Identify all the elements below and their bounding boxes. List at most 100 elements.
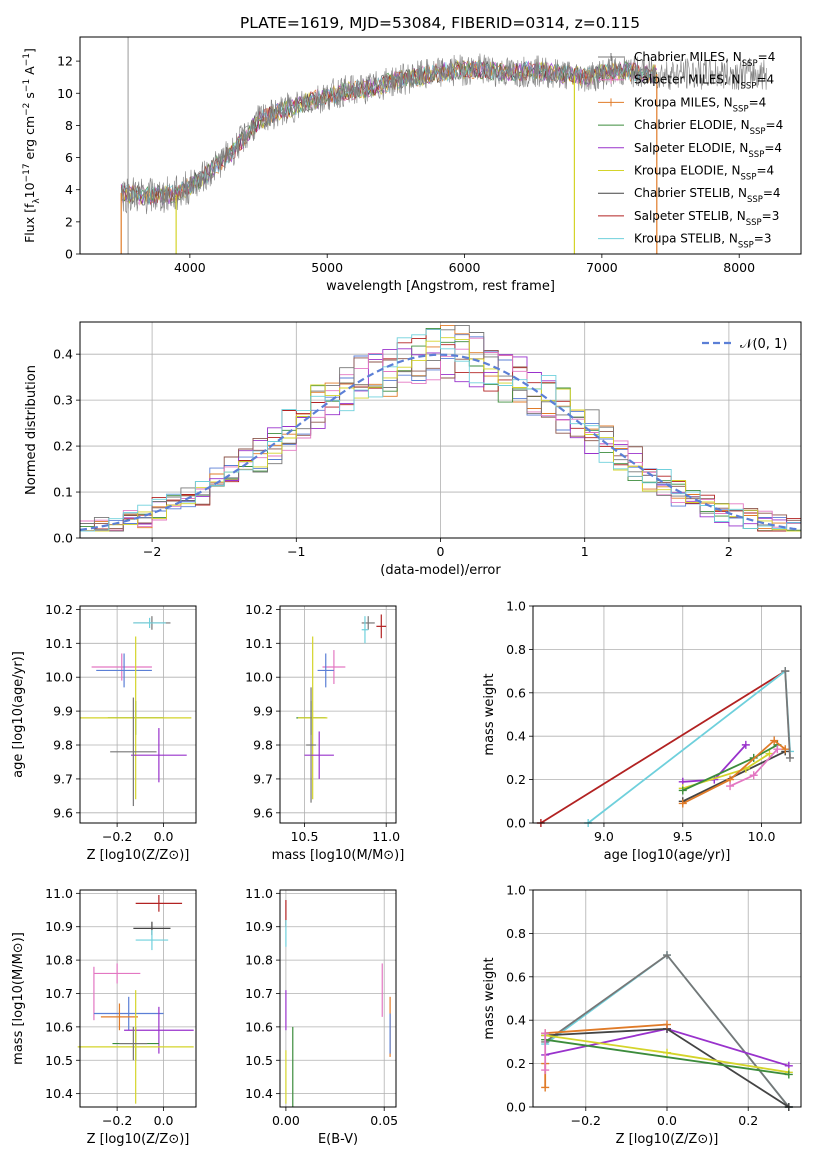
legend-label-sub: SSP — [746, 218, 762, 228]
weight-marker — [784, 1070, 793, 1079]
y-label-part: −17 — [22, 163, 32, 182]
legend-label: Chabrier STELIB, NSSP=4 — [634, 186, 781, 205]
y-tick-label: 10.4 — [245, 1086, 273, 1101]
weight-marker — [678, 799, 687, 808]
y-tick-label: 10.1 — [245, 636, 273, 651]
x-axis-label: age [log10(age/yr)] — [604, 848, 731, 863]
weight-marker — [663, 951, 671, 960]
y-label-part: erg cm — [22, 116, 37, 164]
weight-line — [545, 1023, 668, 1035]
y-axis-label: Normed distribution — [24, 365, 39, 495]
axes-frame — [79, 889, 197, 1108]
y-label-part: Flux [f — [22, 203, 37, 243]
mass_vs_Z-panel: −0.2 0.0 10.4 10.5 10.6 10.7 10.8 10.9 11.0 Z [lo… — [11, 886, 197, 1147]
legend-label-part: =4 — [758, 50, 776, 64]
age_vs_Z-panel: −0.2 0.0 9.6 9.7 9.8 9.9 10.0 10.1 10.2 Z [log10(… — [11, 602, 197, 863]
legend-label-part: Kroupa MILES, N — [634, 95, 733, 109]
y-tick-label: 10.2 — [45, 602, 73, 617]
x-tick-label: 0.00 — [272, 1113, 300, 1128]
y-axis-label: age [log10(age/yr)] — [11, 651, 26, 778]
y-tick-label: 2 — [65, 214, 73, 229]
y-tick-label: 0.8 — [506, 926, 526, 941]
x-tick-label: 0.0 — [154, 1113, 174, 1128]
weight-marker — [785, 753, 794, 762]
y-tick-label: 9.8 — [53, 738, 73, 753]
y-tick-label: 10.2 — [245, 602, 273, 617]
x-tick-label: 2 — [725, 544, 733, 559]
weight-marker — [749, 771, 758, 780]
legend-label: Kroupa STELIB, NSSP=3 — [634, 232, 772, 251]
x-tick-label: 4000 — [174, 260, 206, 275]
legend-label: Chabrier ELODIE, NSSP=4 — [634, 118, 783, 137]
y-tick-label: 0 — [65, 247, 73, 262]
legend-label-part: Salpeter MILES, N — [634, 73, 741, 87]
y-tick-label: 0.6 — [506, 969, 526, 984]
y-tick-label: 10.7 — [245, 986, 273, 1001]
weight-marker — [678, 786, 687, 795]
legend-label-part: =4 — [766, 118, 784, 132]
legend-label-part: Chabrier ELODIE, N — [634, 118, 750, 132]
y-tick-label: 8 — [65, 118, 73, 133]
legend-label-sub: SSP — [748, 150, 764, 160]
y-axis-label: mass weight — [482, 957, 497, 1039]
legend-label: Kroupa MILES, NSSP=4 — [634, 95, 766, 114]
legend-label-sub: SSP — [741, 82, 757, 92]
x-tick-label: 10.0 — [748, 829, 776, 844]
x-tick-label: 0 — [437, 544, 445, 559]
legend-label-part: Chabrier MILES, N — [634, 50, 742, 64]
weight-marker — [541, 1083, 550, 1092]
weight-marker — [663, 1020, 671, 1029]
y-tick-label: 0.0 — [506, 1100, 526, 1115]
legend-label: Chabrier MILES, NSSP=4 — [634, 50, 775, 69]
y-tick-label: 10 — [57, 86, 73, 101]
legend-label-part: =4 — [756, 164, 774, 178]
legend-label-sub: SSP — [750, 127, 766, 137]
legend-label: Salpeter STELIB, NSSP=3 — [634, 209, 779, 228]
weight-line — [545, 1038, 789, 1076]
axes-frame — [79, 321, 802, 539]
y-axis-label: mass [log10(M/M⊙)] — [11, 932, 26, 1065]
y-tick-label: 10.6 — [45, 1019, 73, 1034]
y-tick-label: 0.8 — [506, 642, 526, 657]
axes-frame — [79, 605, 197, 824]
x-tick-label: 6000 — [449, 260, 481, 275]
y-tick-label: 9.9 — [53, 704, 73, 719]
legend-label-sub: SSP — [738, 241, 754, 251]
weight-marker — [741, 740, 750, 749]
x-axis-label: wavelength [Angstrom, rest frame] — [326, 279, 555, 294]
x-tick-label: 11.0 — [372, 829, 400, 844]
legend-label-part: =4 — [749, 95, 767, 109]
weight-marker — [765, 749, 774, 758]
y-tick-label: 0.2 — [506, 1056, 526, 1071]
x-tick-label: −1 — [287, 544, 305, 559]
legend-label-part: =4 — [763, 186, 781, 200]
x-tick-label: −0.2 — [571, 1113, 601, 1128]
y-tick-label: 0.3 — [53, 393, 73, 408]
x-tick-label: 0.0 — [154, 829, 174, 844]
x-axis-label: mass [log10(M/M⊙)] — [272, 848, 405, 863]
legend-label-part: =3 — [762, 209, 780, 223]
x-axis-label: Z [log10(Z/Z⊙)] — [87, 848, 190, 863]
spectrum-lines — [120, 37, 767, 254]
y-tick-label: 10.9 — [45, 919, 73, 934]
y-tick-label: 0.0 — [506, 816, 526, 831]
y-tick-label: 11.0 — [245, 886, 273, 901]
y-tick-label: 10.8 — [245, 953, 273, 968]
weight-marker — [781, 667, 790, 676]
axes-frame — [279, 889, 397, 1108]
x-tick-label: 0.05 — [370, 1113, 398, 1128]
weight-marker — [541, 1029, 550, 1038]
y-label-part: 10 — [22, 182, 37, 198]
x-tick-label: 7000 — [586, 260, 618, 275]
legend-label-part: Kroupa ELODIE, N — [634, 164, 741, 178]
x-tick-label: −0.2 — [102, 829, 132, 844]
y-label-part: λ — [32, 198, 42, 204]
y-tick-label: 10.4 — [45, 1086, 73, 1101]
y-tick-label: 10.1 — [45, 636, 73, 651]
y-tick-label: 0.2 — [53, 439, 73, 454]
y-tick-label: 10.5 — [45, 1053, 73, 1068]
y-tick-label: 4 — [65, 182, 73, 197]
y-tick-label: 10.8 — [45, 953, 73, 968]
weight-marker — [770, 736, 779, 745]
